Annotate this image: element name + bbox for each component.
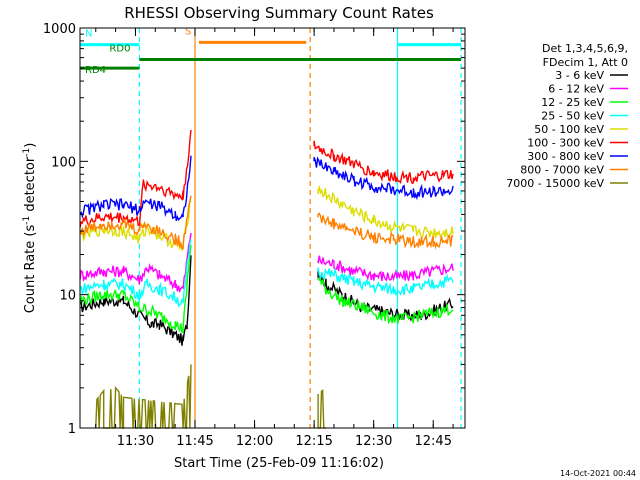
legend-label-12-25-kev: 12 - 25 keV xyxy=(541,96,604,109)
event-lines xyxy=(138,28,462,428)
series-line-800-7000-kev xyxy=(79,195,454,250)
flag-label-n: N xyxy=(85,29,92,40)
legend-label-25-50-kev: 25 - 50 keV xyxy=(541,110,604,123)
series-line-12-25-kev xyxy=(79,244,454,333)
x-tick-label: 12:15 xyxy=(295,434,332,449)
flag-label-rd0: RD0 xyxy=(109,44,130,55)
axis-ticks: 11:30 11:45 12:00 12:15 12:30 12:45 1 10 100 1000 xyxy=(43,22,465,449)
footer-timestamp: 14-Oct-2021 00:44 xyxy=(560,469,636,478)
flag-label-rd4: RD4 xyxy=(85,65,106,76)
x-tick-label: 12:30 xyxy=(355,434,392,449)
flag-label-s: S xyxy=(185,26,191,37)
x-tick-label: 12:00 xyxy=(236,434,273,449)
series-line-7000-15000-kev xyxy=(95,364,326,429)
legend-label-6-12-kev: 6 - 12 keV xyxy=(548,83,604,96)
y-tick-label: 1 xyxy=(68,422,76,437)
legend-label-100-300-kev: 100 - 300 keV xyxy=(527,137,604,150)
series-line-6-12-kev xyxy=(79,232,454,294)
x-tick-label: 11:45 xyxy=(176,434,213,449)
x-axis-label: Start Time (25-Feb-09 11:16:02) xyxy=(174,456,384,471)
series-line-100-300-kev xyxy=(79,129,454,228)
legend-label-7000-15000-kev: 7000 - 15000 keV xyxy=(506,177,604,190)
legend-label-800-7000-kev: 800 - 7000 keV xyxy=(520,164,604,177)
chart-title: RHESSI Observing Summary Count Rates xyxy=(124,4,434,22)
plot-frame xyxy=(79,27,466,429)
series-line-300-800-kev xyxy=(79,155,454,222)
y-axis-label: Count Rate (s-1 detector-1) xyxy=(22,143,38,314)
legend-header-line-2: FDecim 1, Att 0 xyxy=(543,56,628,69)
y-tick-label: 10 xyxy=(59,289,76,304)
y-tick-label: 100 xyxy=(51,155,76,170)
legend-label-50-100-kev: 50 - 100 keV xyxy=(534,123,604,136)
series-line-25-50-kev xyxy=(79,239,454,308)
x-tick-label: 12:45 xyxy=(415,434,452,449)
y-tick-label: 1000 xyxy=(43,22,76,37)
legend-label-300-800-kev: 300 - 800 keV xyxy=(527,150,604,163)
legend-label-3-6-kev: 3 - 6 keV xyxy=(555,69,604,82)
x-tick-label: 11:30 xyxy=(117,434,154,449)
legend-header-line-1: Det 1,3,4,5,6,9, xyxy=(542,42,628,55)
